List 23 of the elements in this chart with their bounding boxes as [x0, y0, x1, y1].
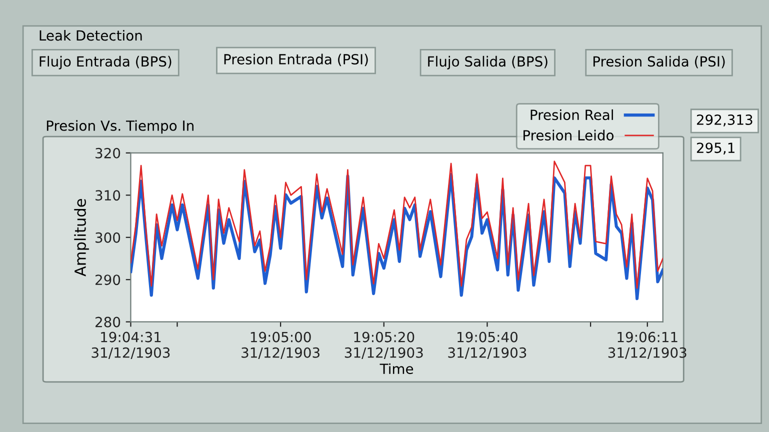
text: 292,313 — [696, 114, 752, 126]
text: Flujo Entrada (BPS) — [40, 56, 172, 70]
line-series — [130, 160, 663, 289]
y-tick-label: 310 — [96, 190, 120, 201]
x-tick-label: 19:04:31 31/12/1903 — [92, 332, 170, 359]
y-tick-label: 290 — [96, 274, 120, 286]
y-axis-title: Amplitude — [74, 199, 89, 276]
y-tick-label: 320 — [96, 148, 120, 158]
text: Presion Salida (PSI) — [593, 56, 725, 68]
x-tick-label: 19:05:40 31/12/1903 — [448, 332, 526, 359]
y-tick-label: 280 — [96, 316, 120, 328]
x-tick-label: 19:06:11 31/12/1903 — [608, 332, 686, 359]
text: 295,1 — [696, 142, 734, 154]
x-tick-label: 19:05:00 31/12/1903 — [242, 332, 320, 359]
text: Flujo Salida (BPS) — [428, 56, 548, 70]
legend-label: Presion Real — [530, 109, 613, 120]
x-axis-title: Time — [380, 363, 414, 374]
chart-title: Presion Vs. Tiempo In — [46, 120, 194, 134]
text: Leak Detection — [40, 30, 142, 41]
x-tick-label: 19:05:20 31/12/1903 — [344, 332, 423, 359]
legend-label: Presion Leido — [524, 130, 614, 141]
y-tick-label: 300 — [96, 232, 120, 243]
text: Presion Entrada (PSI) — [224, 54, 368, 66]
